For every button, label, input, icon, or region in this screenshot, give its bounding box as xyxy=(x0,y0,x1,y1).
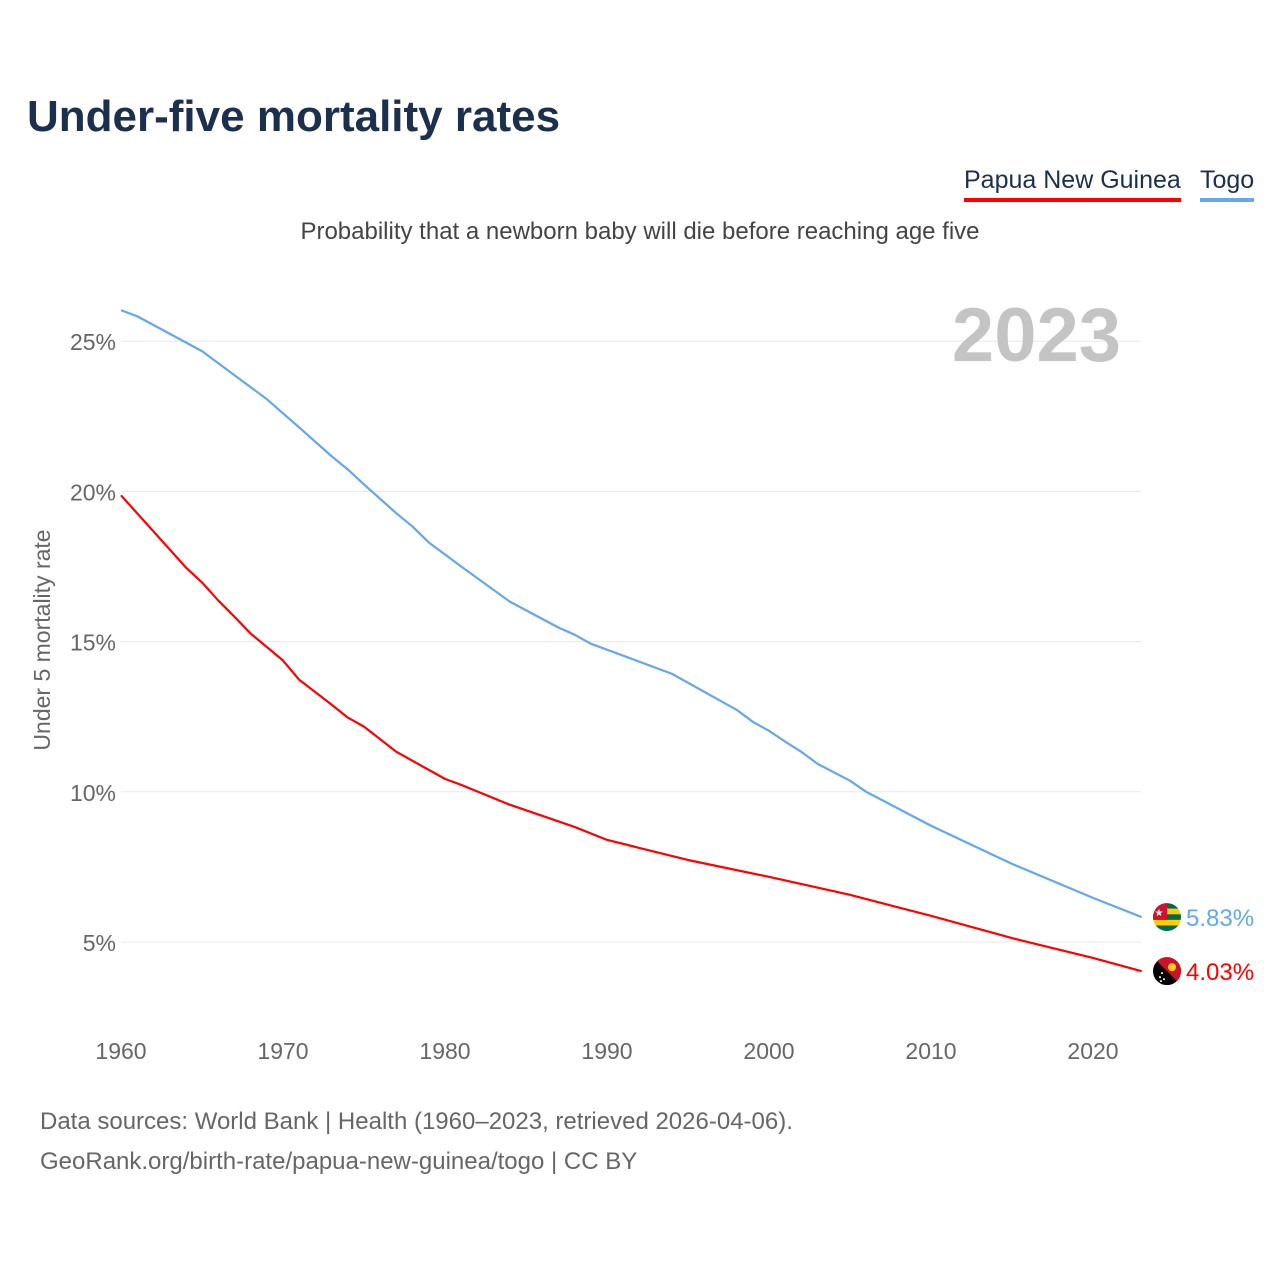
chart-title: Under-five mortality rates xyxy=(27,92,561,141)
x-tick-label: 1960 xyxy=(95,1038,146,1064)
series-line-papua-new-guinea xyxy=(120,494,1142,973)
legend-papua-new-guinea[interactable]: Papua New Guinea xyxy=(964,166,1181,202)
y-tick-label: 25% xyxy=(70,329,116,355)
end-value-label: 5.83% xyxy=(1186,905,1254,932)
series-line-togo xyxy=(120,309,1143,919)
x-tick-label: 2020 xyxy=(1067,1038,1118,1064)
data-source: Data sources: World Bank | Health (1960–… xyxy=(40,1108,793,1135)
papua-new-guinea-flag-icon xyxy=(1153,957,1181,986)
x-tick-label: 1970 xyxy=(257,1038,308,1064)
y-tick-label: 5% xyxy=(83,930,116,956)
y-axis-label: Under 5 mortality rate xyxy=(29,529,55,750)
year-label: 2023 xyxy=(952,293,1121,378)
legend-togo[interactable]: Togo xyxy=(1200,166,1255,202)
y-tick-label: 15% xyxy=(70,630,116,656)
x-tick-label: 2010 xyxy=(905,1038,956,1064)
chart-subtitle: Probability that a newborn baby will die… xyxy=(300,218,980,245)
y-tick-label: 20% xyxy=(70,479,116,505)
source-url: GeoRank.org/birth-rate/papua-new-guinea/… xyxy=(40,1148,638,1175)
x-tick-label: 1980 xyxy=(419,1038,470,1064)
x-tick-label: 1990 xyxy=(581,1038,632,1064)
togo-flag-icon: ★ xyxy=(1153,903,1181,932)
x-tick-label: 2000 xyxy=(743,1038,794,1064)
svg-text:★: ★ xyxy=(1155,908,1164,919)
y-tick-label: 10% xyxy=(70,780,116,806)
end-value-label: 4.03% xyxy=(1186,959,1254,986)
